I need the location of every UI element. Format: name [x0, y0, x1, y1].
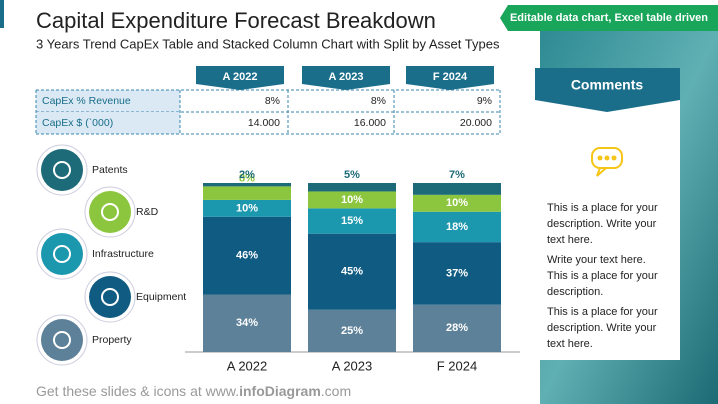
data-label: 25%: [341, 325, 363, 337]
data-label: 2%: [239, 169, 255, 181]
bar-segment: [308, 208, 396, 234]
column-header: A 2023: [328, 71, 363, 83]
data-label: 37%: [446, 267, 468, 279]
bar-segment: [308, 191, 396, 209]
data-label: 10%: [236, 202, 258, 214]
cell: 8%: [371, 95, 386, 107]
bar-segment: [308, 309, 396, 352]
row-label: CapEx % Revenue: [42, 95, 131, 107]
banner-text: Editable data chart, Excel table driven: [510, 12, 708, 24]
x-tick-label: F 2024: [437, 358, 477, 373]
data-label: 46%: [236, 250, 258, 262]
legend-icon: [89, 191, 131, 233]
bar-segment: [203, 183, 291, 187]
bar-segment: [413, 211, 501, 243]
x-tick-label: A 2023: [332, 358, 373, 373]
bar-segment: [203, 199, 291, 217]
comments-panel: [535, 68, 680, 360]
data-label: 45%: [341, 266, 363, 278]
cell: 9%: [477, 95, 492, 107]
data-label: 10%: [446, 197, 468, 209]
legend-label: Patents: [92, 164, 128, 176]
comment-text: This is a place for your description. Wr…: [547, 202, 658, 246]
data-label: 8%: [239, 172, 255, 184]
x-tick-label: A 2022: [227, 358, 268, 373]
cell: 8%: [265, 95, 280, 107]
bar-segment: [203, 216, 291, 295]
data-label: 34%: [236, 317, 258, 329]
legend-icon: [41, 149, 83, 191]
bar-segment: [413, 194, 501, 212]
cell: 16.000: [354, 117, 386, 129]
row-label: CapEx $ (`000): [42, 117, 113, 129]
table-tab: [196, 66, 284, 90]
banner: [500, 5, 718, 31]
legend-icon: [41, 319, 83, 361]
table-tab: [406, 66, 494, 90]
legend-icon-glyph: [101, 203, 119, 221]
title: Capital Expenditure Forecast Breakdown: [36, 8, 436, 33]
comment-text: Write your text here. This is a place fo…: [547, 254, 658, 298]
comments-title: Comments: [571, 77, 644, 93]
legend-icon-glyph: [53, 331, 71, 349]
legend-label: Equipment: [136, 291, 186, 303]
column-header: F 2024: [433, 71, 468, 83]
bar-segment: [413, 183, 501, 195]
legend-label: Infrastructure: [92, 248, 154, 260]
legend-icon: [89, 276, 131, 318]
row-label-cell: [36, 112, 180, 134]
data-label: 5%: [344, 169, 360, 181]
footer-text: .com: [321, 383, 351, 399]
data-label: 7%: [449, 169, 465, 181]
bar-segment: [308, 183, 396, 192]
bar-segment: [203, 186, 291, 200]
footer-brand: infoDiagram: [239, 383, 321, 399]
data-label: 15%: [341, 215, 363, 227]
comment-text: This is a place for your description. Wr…: [547, 306, 658, 350]
data-label: 18%: [446, 221, 468, 233]
subtitle: 3 Years Trend CapEx Table and Stacked Co…: [36, 36, 500, 51]
footer-text: Get these slides & icons at www.: [36, 383, 239, 399]
row-label-cell: [36, 90, 180, 112]
column-header: A 2022: [222, 71, 257, 83]
legend-icon-glyph: [53, 161, 71, 179]
speech-icon: [591, 147, 623, 177]
legend-icon-glyph: [101, 288, 119, 306]
footer: Get these slides & icons at www.infoDiag…: [36, 383, 351, 399]
comments-header: [535, 68, 680, 112]
bar-segment: [203, 294, 291, 352]
bar-segment: [413, 242, 501, 305]
data-label: 28%: [446, 322, 468, 334]
cell: 20.000: [460, 117, 492, 129]
legend-label: Property: [92, 334, 132, 346]
data-label: 10%: [341, 194, 363, 206]
cell: 14.000: [248, 117, 280, 129]
table-tab: [302, 66, 390, 90]
bar-segment: [413, 304, 501, 352]
bar-segment: [308, 233, 396, 310]
legend-icon-glyph: [53, 245, 71, 263]
legend-icon: [41, 233, 83, 275]
legend-label: R&D: [136, 206, 159, 218]
accent: [0, 0, 4, 28]
